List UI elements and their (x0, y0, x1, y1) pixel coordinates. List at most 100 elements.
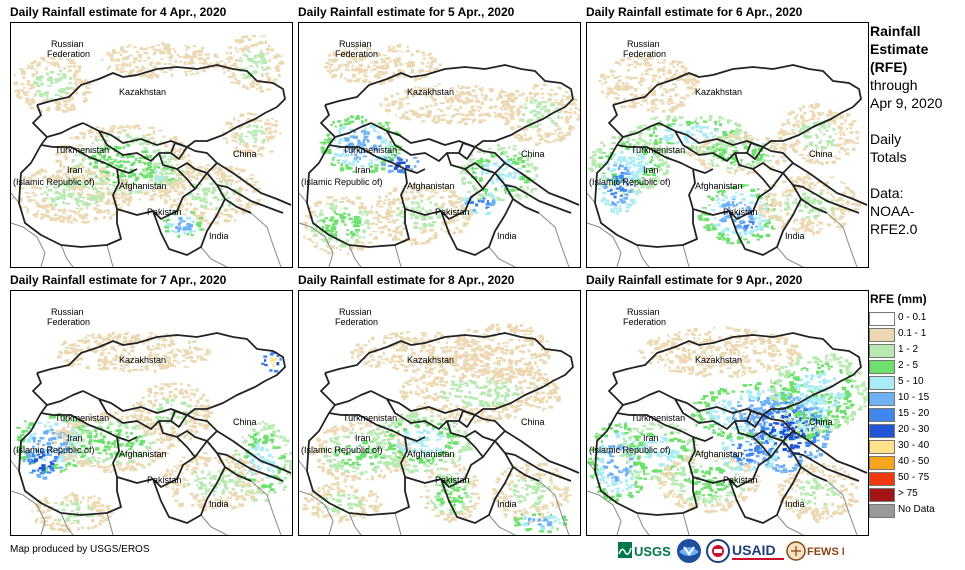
country-boundary (612, 64, 862, 148)
legend-label: > 75 (898, 488, 918, 499)
afghanistan-label: Afghanistan (119, 449, 167, 459)
minor-boundary (488, 514, 516, 535)
iran-label-1: Iran (355, 433, 371, 443)
country-boundary (504, 184, 572, 214)
iran-label-1: Iran (643, 165, 659, 175)
side-data-2: NOAA- (870, 203, 915, 219)
minor-boundary (299, 222, 334, 267)
side-data-1: Data: (870, 185, 904, 201)
kazakhstan-label: Kazakhstan (695, 355, 742, 365)
india-label: India (497, 231, 517, 241)
minor-boundary (250, 212, 282, 267)
country-boundary (98, 398, 188, 430)
legend-swatch (869, 504, 895, 518)
india-label: India (209, 499, 229, 509)
iran-label-1: Iran (643, 433, 659, 443)
country-boundary (386, 130, 476, 162)
russia-label-2: Federation (47, 317, 90, 327)
panel-title: Daily Rainfall estimate for 5 Apr., 2020 (298, 5, 515, 19)
country-boundary (458, 410, 476, 422)
country-boundary (82, 390, 188, 416)
minor-boundary (538, 480, 570, 535)
minor-boundary (826, 212, 858, 267)
minor-boundary (682, 512, 690, 535)
usaid-logo: USAID (732, 540, 792, 567)
turkmenistan-label: Turkmenistan (55, 145, 109, 155)
country-boundary (746, 142, 764, 154)
side-totals-1: Daily (870, 131, 902, 147)
legend-label: 40 - 50 (898, 456, 930, 467)
country-boundary (792, 430, 868, 474)
india-label: India (209, 231, 229, 241)
country-boundary (688, 436, 772, 488)
iran-label-2: (Islamic Republic of) (589, 177, 671, 187)
legend-swatch (869, 472, 895, 486)
afghanistan-label: Afghanistan (407, 181, 455, 191)
country-boundary (370, 122, 476, 148)
country-boundary (458, 142, 476, 154)
legend-label: 1 - 2 (898, 344, 919, 355)
legend-swatch (869, 392, 895, 406)
country-boundary (328, 404, 336, 414)
country-boundary (608, 104, 660, 138)
china-label: China (809, 417, 833, 427)
country-boundary (594, 144, 698, 248)
minor-boundary (200, 246, 228, 267)
minor-boundary (299, 460, 308, 472)
country-boundary (216, 430, 292, 474)
minor-boundary (488, 246, 516, 267)
minor-boundary (299, 490, 334, 535)
country-boundary (658, 122, 764, 148)
minor-boundary (394, 244, 402, 267)
turkmenistan-label: Turkmenistan (343, 413, 397, 423)
country-boundary (734, 146, 794, 174)
minor-boundary (60, 512, 74, 535)
russia-label-2: Federation (623, 49, 666, 59)
country-boundary (512, 198, 540, 214)
country-boundary (216, 184, 284, 214)
country-boundary (170, 142, 188, 154)
russia-label-1: Russian (339, 307, 372, 317)
minor-boundary (587, 192, 596, 204)
country-boundary (616, 412, 714, 442)
russia-label-1: Russian (339, 39, 372, 49)
rainfall-map: Russian Federation Kazakhstan Turkmenistan I… (586, 22, 869, 268)
legend-label: 0 - 0.1 (898, 312, 927, 323)
kazakhstan-label: Kazakhstan (407, 355, 454, 365)
afghanistan-label: Afghanistan (695, 181, 743, 191)
side-data-3: RFE2.0 (870, 221, 918, 237)
rainfall-map: Russian Federation Kazakhstan Turkmenistan I… (10, 290, 293, 536)
iran-label-2: (Islamic Republic of) (301, 445, 383, 455)
side-date: Apr 9, 2020 (870, 95, 943, 111)
legend-label: 10 - 15 (898, 392, 930, 403)
russia-label-2: Federation (623, 317, 666, 327)
afghanistan-label: Afghanistan (119, 181, 167, 191)
fewsnet-text: FEWS NET (807, 546, 844, 558)
country-boundary (594, 412, 698, 516)
country-boundary (440, 172, 514, 256)
country-boundary (800, 466, 828, 482)
rainfall-map: Russian Federation Kazakhstan Turkmenistan I… (298, 290, 581, 536)
country-boundary (306, 144, 410, 248)
usgs-logo: USGS (618, 540, 676, 567)
kazakhstan-label: Kazakhstan (119, 355, 166, 365)
country-boundary (36, 332, 286, 416)
minor-boundary (826, 480, 858, 535)
pakistan-label: Pakistan (723, 207, 758, 217)
footer-credit: Map produced by USGS/EROS (10, 544, 150, 555)
minor-boundary (299, 192, 308, 204)
legend-label: 15 - 20 (898, 408, 930, 419)
minor-boundary (682, 244, 690, 267)
country-boundary (112, 168, 196, 220)
country-boundary (328, 144, 426, 174)
rain-patches (301, 44, 580, 256)
country-boundary (658, 390, 764, 416)
pakistan-label: Pakistan (435, 207, 470, 217)
russia-label-1: Russian (51, 39, 84, 49)
country-boundary (82, 122, 188, 148)
legend-swatch (869, 376, 895, 390)
country-boundary (728, 440, 802, 524)
country-boundary (32, 104, 84, 138)
minor-boundary (587, 490, 622, 535)
country-boundary (616, 404, 624, 414)
